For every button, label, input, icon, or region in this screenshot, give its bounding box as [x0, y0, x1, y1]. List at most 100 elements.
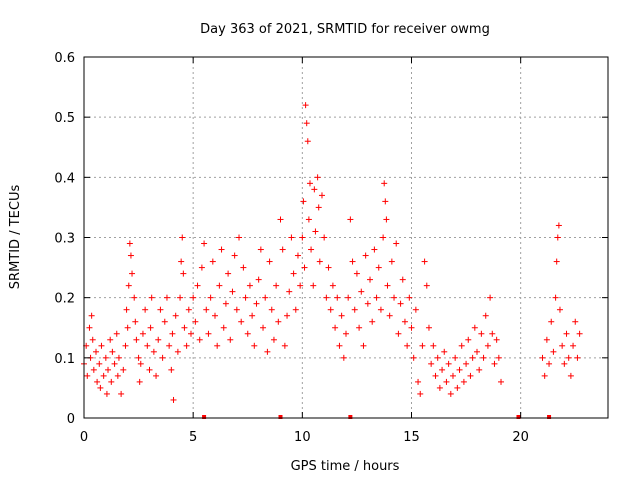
data-point	[249, 312, 256, 319]
data-point	[292, 306, 299, 313]
data-point	[572, 318, 579, 325]
data-point	[242, 294, 249, 301]
data-point	[434, 354, 441, 361]
data-point	[212, 312, 218, 319]
data-point	[190, 294, 197, 301]
data-point	[332, 324, 339, 331]
data-point	[170, 396, 177, 403]
data-point	[288, 234, 295, 241]
data-point	[395, 330, 402, 337]
data-point	[253, 300, 260, 307]
data-point	[386, 312, 393, 319]
x-tick-label: 5	[189, 430, 197, 445]
data-point	[311, 186, 318, 193]
data-point	[554, 234, 561, 241]
data-point	[375, 264, 382, 271]
data-point	[181, 324, 188, 331]
data-point	[478, 330, 485, 337]
data-point	[236, 234, 243, 241]
data-point	[142, 306, 149, 313]
data-point	[436, 384, 443, 391]
data-point	[257, 246, 264, 253]
x-axis-label: GPS time / hours	[291, 459, 400, 474]
data-point	[393, 240, 400, 247]
data-point	[246, 282, 253, 289]
data-point	[183, 342, 190, 349]
data-point	[260, 324, 267, 331]
data-point	[286, 288, 293, 295]
data-point	[244, 330, 251, 337]
data-point	[552, 294, 559, 301]
data-point	[302, 102, 309, 109]
data-point	[148, 294, 155, 301]
data-point	[144, 342, 151, 349]
data-point	[563, 330, 570, 337]
data-point	[327, 306, 334, 313]
data-point	[550, 348, 557, 355]
data-point	[489, 330, 496, 337]
data-point	[266, 258, 273, 265]
data-point	[161, 318, 168, 325]
data-point	[216, 282, 223, 289]
data-point	[98, 342, 105, 349]
data-point	[132, 318, 139, 325]
data-point	[349, 258, 356, 265]
data-point	[159, 354, 166, 361]
data-point	[360, 342, 367, 349]
data-point	[153, 372, 160, 379]
data-point	[384, 282, 391, 289]
data-point	[449, 372, 456, 379]
gap-markers	[202, 415, 552, 419]
data-point	[169, 330, 176, 337]
data-point	[147, 324, 154, 331]
data-point	[227, 336, 234, 343]
data-point	[279, 246, 286, 253]
data-point	[284, 312, 291, 319]
data-point	[113, 330, 120, 337]
data-point	[150, 348, 157, 355]
data-point	[251, 342, 258, 349]
data-point	[570, 342, 577, 349]
chart-title: Day 363 of 2021, SRMTID for receiver owm…	[200, 22, 490, 37]
data-point	[163, 294, 170, 301]
data-point	[367, 276, 374, 283]
data-point	[417, 390, 424, 397]
data-point	[428, 360, 435, 367]
data-point	[90, 366, 97, 373]
data-point	[88, 312, 95, 319]
data-point	[406, 294, 413, 301]
x-tick-label: 15	[403, 430, 420, 445]
data-point	[541, 372, 548, 379]
data-point	[314, 174, 321, 181]
data-point	[358, 288, 365, 295]
data-point	[179, 234, 186, 241]
data-point	[294, 252, 301, 259]
data-point	[343, 330, 349, 337]
data-point	[123, 306, 130, 313]
data-point	[93, 348, 100, 355]
data-point	[135, 354, 142, 361]
data-point	[546, 360, 553, 367]
data-point	[114, 372, 121, 379]
data-point	[133, 336, 140, 343]
data-point	[377, 306, 384, 313]
data-point	[196, 336, 203, 343]
data-point	[338, 312, 345, 319]
data-point	[262, 294, 269, 301]
data-point	[180, 270, 187, 277]
data-point	[84, 372, 91, 379]
data-point	[423, 282, 430, 289]
data-point	[109, 348, 116, 355]
data-point	[555, 222, 562, 229]
data-point	[157, 306, 164, 313]
data-points	[81, 102, 583, 403]
data-point	[301, 264, 308, 271]
data-point	[122, 342, 129, 349]
data-point	[399, 276, 406, 283]
data-point	[456, 366, 463, 373]
data-point	[304, 138, 311, 145]
data-point	[548, 318, 555, 325]
data-point	[275, 318, 282, 325]
data-point	[351, 306, 358, 313]
data-point	[308, 246, 315, 253]
